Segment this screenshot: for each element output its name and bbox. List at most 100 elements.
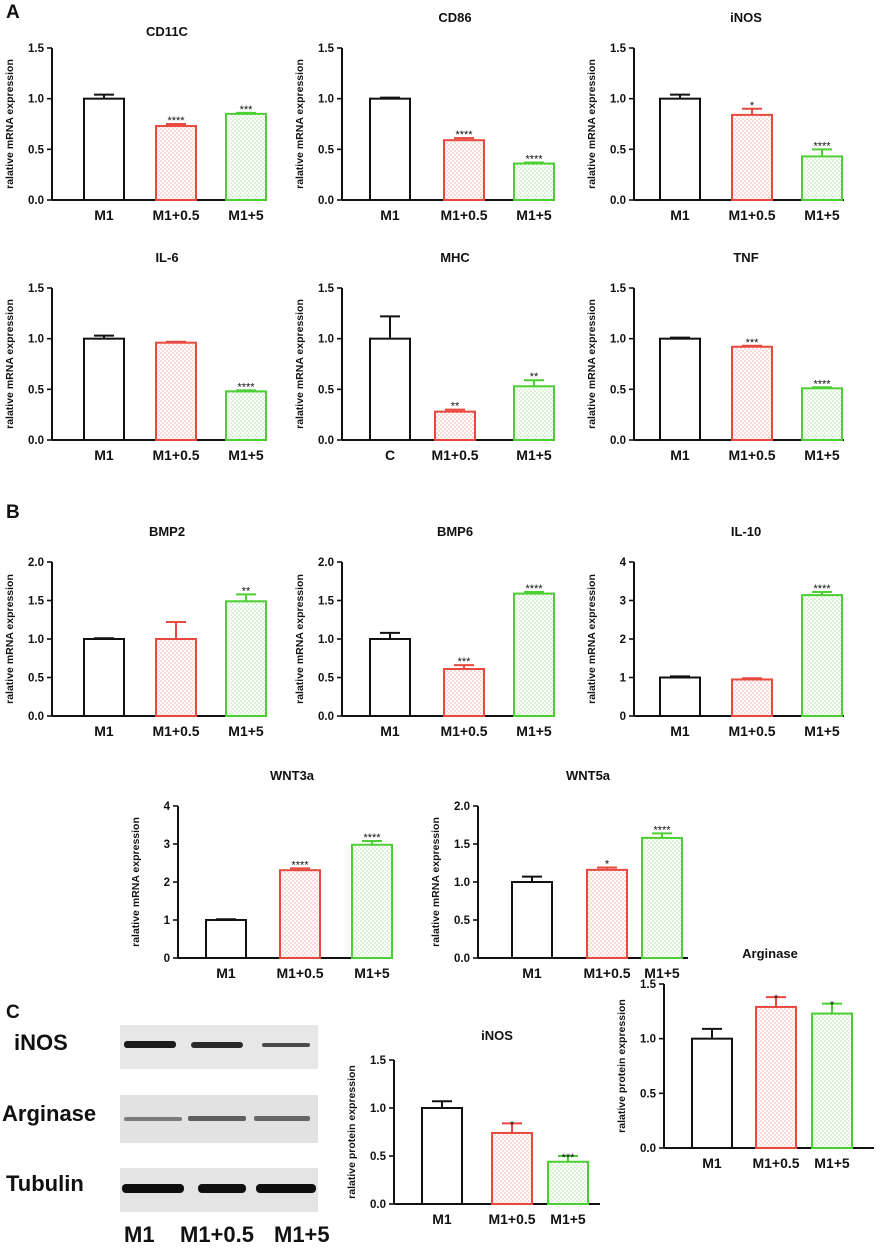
chart-title: WNT5a [566,768,611,783]
significance-marker: **** [455,129,473,141]
y-tick-label: 1.0 [640,1034,656,1046]
chart-il10: IL-10 ralative mRNA expression 0 1 2 3 4 M1 M1+0… [586,524,844,739]
y-tick-label: 1.5 [454,839,471,851]
y-axis-label: ralative mRNA expression [4,299,16,429]
category-label: M1+5 [804,723,840,739]
category-label: M1+5 [644,965,680,981]
chart-bmp2: BMP2 ralative mRNA expression 0.0 0.5 1.0 1.5… [4,524,267,739]
y-tick-label: 1.5 [28,283,45,295]
y-tick-label: 0.5 [610,144,627,156]
chart-tnf: TNF ralative mRNA expression 0.0 0.5 1.0 1.5 M… [586,250,844,463]
y-tick-label: 1.5 [610,43,627,55]
chart-title: CD11C [146,24,189,39]
bar-M1+5 [225,390,267,441]
y-tick-label: 0.0 [610,195,626,207]
category-label: M1+0.5 [276,965,323,981]
y-tick-label: 1.5 [610,283,627,295]
significance-marker: * [830,1000,835,1012]
significance-marker: * [750,100,755,112]
y-tick-label: 1.0 [28,334,44,346]
significance-marker: ** [530,371,539,383]
y-tick-label: 1.5 [28,596,45,608]
category-label: M1 [670,447,690,463]
panel-letter-a: A [6,2,20,23]
y-tick-label: 0.5 [640,1088,657,1100]
y-axis-label: ralative mRNA expression [4,59,16,189]
blot-band-tubulin-m1-5 [256,1184,316,1193]
significance-marker: **** [167,115,185,127]
y-axis-label: ralative mRNA expression [294,574,306,704]
y-tick-label: 1.5 [640,979,657,991]
y-tick-label: 0.0 [318,435,334,447]
bar-M1+0.5 [731,113,773,201]
category-label: M1+0.5 [752,1155,799,1171]
bar-M1+0.5 [755,1005,797,1150]
category-label: M1 [432,1211,452,1227]
category-label: M1+0.5 [583,965,630,981]
bar-M1+5 [641,836,683,959]
bar-M1 [83,97,125,201]
blot-row-label-inos: iNOS [14,1030,68,1055]
blot-band-arginase-m1-05 [188,1116,246,1121]
category-label: M1+5 [354,965,390,981]
significance-marker: **** [813,140,831,152]
category-label: M1+0.5 [488,1211,535,1227]
y-tick-label: 4 [164,801,171,813]
blot-band-tubulin-m1-05 [198,1184,246,1193]
y-tick-label: 1 [164,915,171,927]
category-label: M1+5 [516,447,552,463]
chart-inos-protein: iNOS ralative protein expression 0.0 0.5 1.0… [346,1028,600,1227]
y-tick-label: 1.0 [318,94,334,106]
significance-marker: **** [525,583,543,595]
y-tick-label: 1.5 [28,43,45,55]
y-tick-label: 0.5 [454,915,471,927]
y-tick-label: 1.0 [28,634,44,646]
y-tick-label: 0.0 [28,711,44,723]
category-label: M1+0.5 [152,723,199,739]
bar-M1 [511,881,553,959]
category-label: M1+0.5 [728,207,775,223]
y-tick-label: 0.0 [640,1143,656,1155]
bar-M1+5 [801,155,843,201]
significance-marker: * [510,1119,515,1131]
category-label: M1 [522,965,542,981]
category-label: M1+0.5 [440,207,487,223]
bar-M1+5 [547,1160,589,1206]
significance-marker: *** [746,337,760,349]
bar-M1 [659,337,701,441]
chart-title: iNOS [730,10,762,25]
significance-marker: * [605,859,610,871]
y-tick-label: 0 [164,953,170,965]
y-axis-label: ralative protein expression [346,1065,358,1199]
y-tick-label: 1.0 [318,634,334,646]
y-axis-label: ralative mRNA expression [294,59,306,189]
category-label: C [385,447,395,463]
bar-M1+5 [513,385,555,441]
bar-M1+0.5 [443,139,485,201]
category-label: M1 [94,723,114,739]
y-tick-label: 0.0 [318,711,334,723]
chart-mhc: MHC ralative mRNA expression 0.0 0.5 1.0 1.5 C… [294,250,555,463]
chart-cd86: CD86 ralative mRNA expression 0.0 0.5 1.0 1.5… [294,10,555,223]
blot-band-arginase-m1 [124,1117,182,1121]
category-label: M1+5 [228,447,264,463]
bar-M1+0.5 [443,668,485,718]
bar-M1+0.5 [434,410,476,442]
chart-cd11c: CD11C ralative mRNA expression 0.0 0.5 1.0 1.… [4,24,267,223]
category-label: M1+0.5 [152,447,199,463]
y-axis-label: ralative protein expression [616,999,628,1133]
chart-title: TNF [733,250,758,265]
bar-M1 [205,919,247,959]
bar-M1+0.5 [279,869,321,959]
y-tick-label: 1.0 [454,877,470,889]
category-label: M1 [94,447,114,463]
y-tick-label: 0.0 [370,1199,386,1211]
chart-title: BMP2 [149,524,185,539]
category-label: M1+5 [804,447,840,463]
category-label: M1+0.5 [728,723,775,739]
y-tick-label: 0.0 [318,195,334,207]
significance-marker: **** [291,859,309,871]
category-label: M1+5 [516,207,552,223]
chart-title: Arginase [742,946,798,961]
category-label: M1+0.5 [440,723,487,739]
